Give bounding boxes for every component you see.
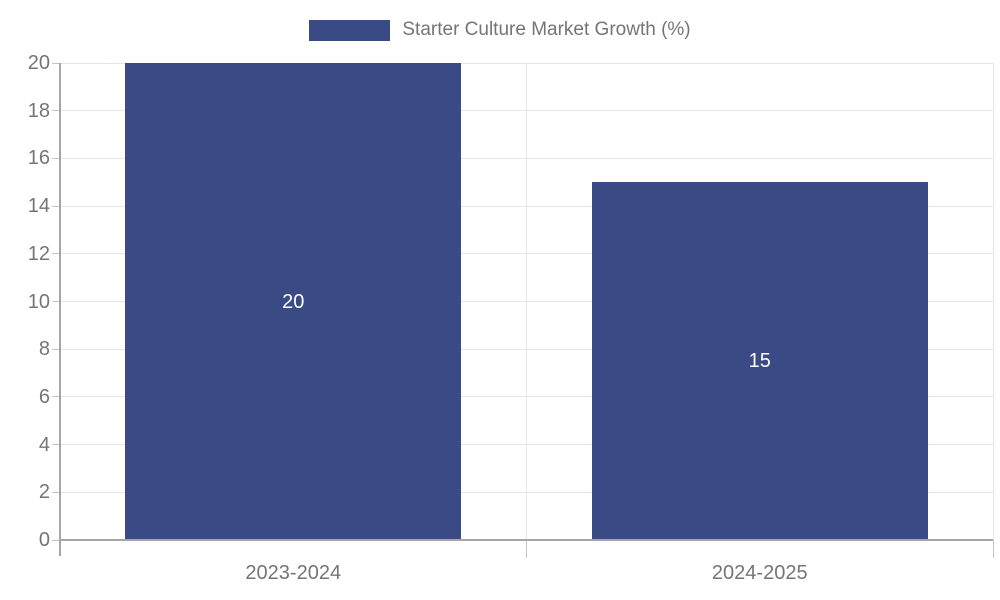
y-axis-line — [59, 63, 61, 556]
y-tick-label: 20 — [27, 52, 50, 74]
y-axis-tick — [52, 157, 60, 159]
x-tick-label: 2024-2025 — [711, 562, 808, 584]
gridline-vertical — [992, 63, 994, 540]
y-axis-tick — [52, 205, 60, 207]
y-tick-label: 14 — [27, 195, 50, 218]
y-tick-label: 16 — [27, 147, 50, 170]
x-tick-label: 2023-2024 — [245, 562, 342, 584]
y-tick-label: 12 — [27, 242, 50, 265]
y-axis-tick — [52, 62, 60, 64]
y-axis-tick — [52, 348, 60, 350]
y-axis-tick — [52, 396, 60, 398]
bar-2023-2024[interactable] — [125, 63, 462, 540]
legend-label: Starter Culture Market Growth (%) — [402, 19, 691, 40]
gridline-vertical — [526, 63, 527, 540]
y-axis-tick — [52, 110, 60, 112]
y-tick-label: 4 — [38, 433, 50, 456]
bar-value-label: 20 — [282, 290, 305, 313]
y-tick-label: 18 — [27, 99, 50, 122]
bar-2024-2025[interactable] — [591, 182, 928, 540]
legend: Starter Culture Market Growth (%) — [0, 19, 1000, 41]
y-tick-label: 8 — [38, 338, 50, 361]
bar-value-label: 15 — [748, 350, 771, 373]
y-axis-tick — [52, 301, 60, 302]
x-axis-tick — [526, 540, 527, 558]
y-axis-tick — [52, 539, 60, 541]
legend-swatch — [309, 19, 391, 41]
y-tick-label: 0 — [38, 529, 50, 551]
y-axis-tick — [52, 253, 60, 255]
y-tick-label: 2 — [38, 481, 50, 504]
y-axis-tick — [52, 444, 60, 446]
y-axis-tick — [52, 491, 60, 493]
y-tick-label: 10 — [27, 290, 50, 313]
y-tick-label: 6 — [38, 385, 50, 408]
x-axis-line — [60, 539, 993, 541]
x-axis-tick — [992, 540, 994, 558]
